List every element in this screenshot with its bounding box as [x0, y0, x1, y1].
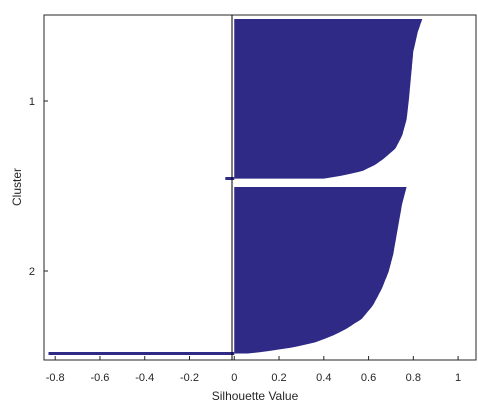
y-axis-label: Cluster [10, 168, 24, 206]
x-tick-label: -0.6 [90, 372, 109, 384]
x-tick-label: 0.6 [361, 372, 376, 384]
y-tick-label-2: 2 [29, 266, 35, 278]
cluster-2-negative-bar [48, 352, 235, 355]
x-tick-label: 0.2 [271, 372, 286, 384]
cluster-1-silhouettes [234, 19, 423, 179]
cluster-1-negative-bar [225, 177, 235, 180]
x-axis-ticks: -0.8 -0.6 -0.4 -0.2 0 0.2 0.4 0.6 0.8 1 [46, 356, 461, 384]
y-axis-ticks: 12 [29, 96, 48, 278]
x-tick-label: -0.8 [46, 372, 65, 384]
x-axis-label: Silhouette Value [212, 389, 299, 403]
plot-frame [43, 14, 477, 361]
x-tick-label: -0.4 [135, 372, 154, 384]
x-tick-label: 1 [455, 372, 461, 384]
x-tick-label: 0 [231, 372, 237, 384]
y-tick-label-1: 1 [29, 96, 35, 108]
x-tick-label: -0.2 [180, 372, 199, 384]
cluster-2-silhouettes [234, 187, 407, 354]
x-tick-label: 0.8 [406, 372, 421, 384]
x-tick-label: 0.4 [316, 372, 331, 384]
silhouette-bars [48, 19, 423, 355]
